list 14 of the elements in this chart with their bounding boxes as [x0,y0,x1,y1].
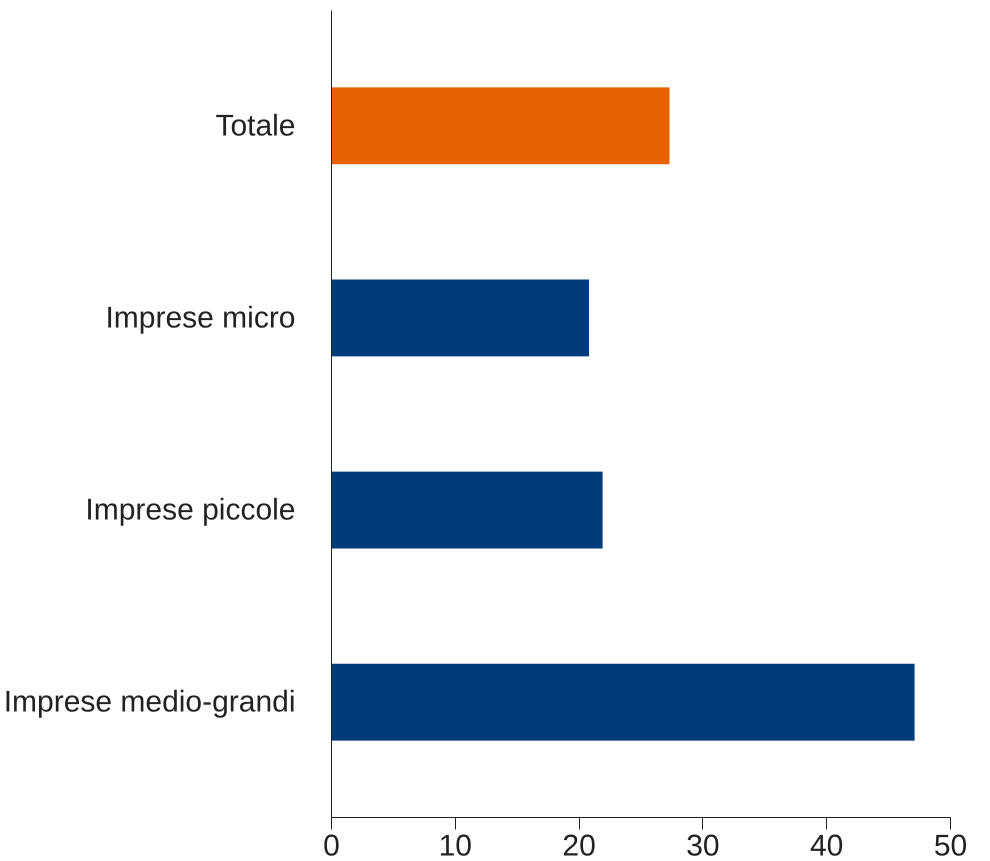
x-tick-label: 20 [562,830,596,861]
bar [332,87,670,164]
x-tick-label: 50 [934,830,968,861]
bar [332,472,603,548]
x-tick-label: 0 [323,830,340,861]
x-tick-label: 40 [810,830,844,861]
y-tick-label: Imprese medio-grandi [4,686,296,719]
y-tick-label: Imprese micro [105,301,296,334]
x-tick-label: 30 [686,830,720,861]
bar [332,280,590,356]
x-tick-label: 10 [438,830,472,861]
y-tick-label: Totale [215,109,296,142]
y-tick-label: Imprese piccole [85,494,296,527]
bar [332,664,915,741]
